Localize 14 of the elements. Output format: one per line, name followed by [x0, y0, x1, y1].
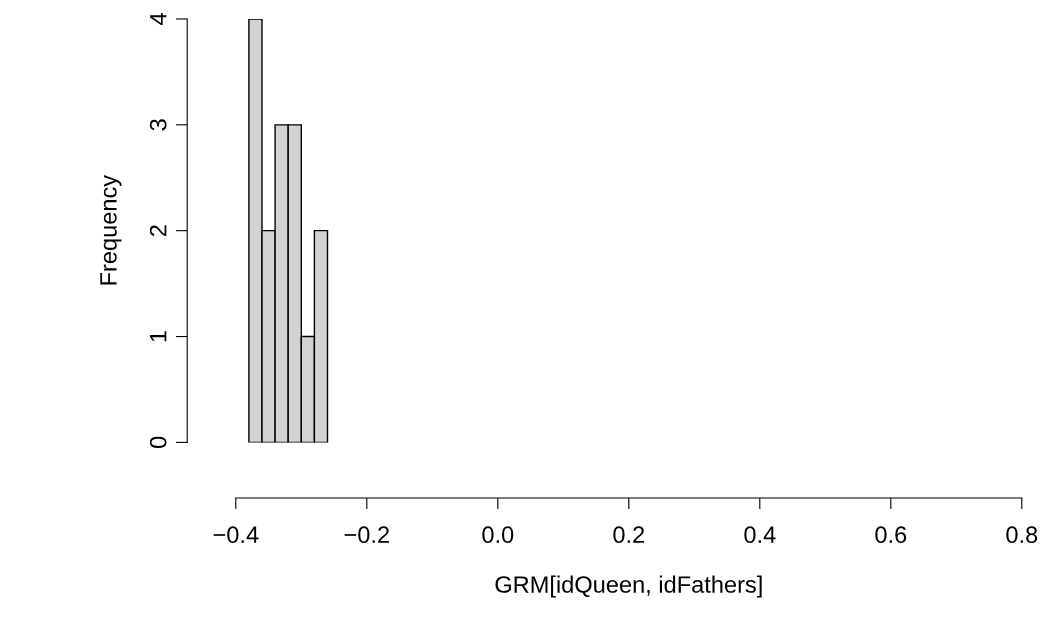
y-tick-label: 2	[149, 225, 167, 237]
x-axis-title: GRM[idQueen, idFathers]	[495, 575, 762, 598]
x-tick-label: −0.2	[344, 526, 389, 544]
x-tick-label: 0.6	[875, 526, 907, 544]
y-tick-label: 4	[150, 13, 167, 25]
y-tick-label: 3	[149, 119, 167, 131]
y-tick-label: 0	[149, 436, 167, 449]
x-tick-label: 0.4	[744, 526, 776, 544]
x-tick-label: 0.2	[613, 526, 645, 544]
y-axis-title: Frequency	[100, 174, 122, 285]
y-tick-label: 1	[150, 331, 167, 342]
x-tick-label: 0.0	[482, 526, 514, 544]
x-tick-label: 0.8	[1006, 526, 1038, 544]
x-tick-label: −0.4	[213, 526, 259, 544]
